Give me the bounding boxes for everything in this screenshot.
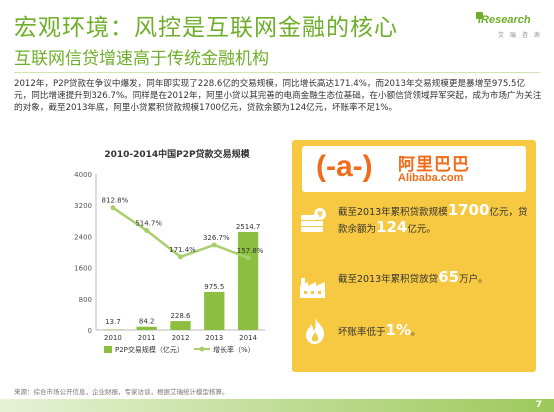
growth-rate-point (144, 228, 150, 234)
brand-name: iResearch (478, 14, 531, 26)
growth-rate-label: 514.7% (135, 220, 162, 228)
bar (170, 321, 191, 330)
chart-title: 2010-2014中国P2P贷款交易规模 (104, 150, 250, 160)
bar-value-label: 84.2 (139, 318, 155, 326)
y-tick-label: 4000 (74, 171, 92, 179)
legend-line-marker (199, 346, 205, 352)
y-tick-label: 3200 (74, 202, 92, 210)
x-tick-label: 2010 (104, 334, 122, 342)
stat-loan-volume: 截至2013年累积贷款规模1700亿元，贷款余额为124亿元。 (338, 201, 528, 236)
divider (14, 72, 540, 73)
page-title: 宏观环境：风控是互联网金融的核心 (14, 15, 398, 41)
bar-value-label: 13.7 (105, 318, 121, 326)
body-paragraph: 2012年，P2P贷款在争议中爆发，同年即实现了228.6亿的交易规模，同比增长… (14, 79, 542, 114)
x-tick-label: 2014 (239, 334, 257, 342)
legend-line-label: 增长率（%） (213, 345, 255, 354)
svg-text:¥: ¥ (317, 210, 323, 219)
growth-rate-label: 812.8% (102, 197, 129, 205)
growth-rate-label: 326.7% (203, 234, 230, 242)
x-tick-label: 2011 (138, 334, 156, 342)
page-number: 7 (535, 400, 542, 410)
bar-value-label: 228.6 (170, 312, 191, 320)
x-tick-label: 2013 (205, 334, 223, 342)
logo-dot-icon (476, 12, 483, 19)
brand-sub: 艾 瑞 咨 询 (498, 32, 542, 39)
y-tick-label: 2400 (74, 233, 92, 241)
alibaba-mark-logo: (-a-) (316, 150, 373, 183)
money-icon: ¥ (301, 208, 326, 232)
stat-borrowers: 截至2013年累积贷放贷65万户。 (338, 268, 488, 286)
alibaba-cn-name: 阿里巴巴 (398, 155, 470, 175)
growth-rate-point (245, 255, 251, 261)
footer-band (0, 399, 554, 412)
growth-rate-point (178, 254, 183, 260)
growth-rate-point (110, 205, 116, 211)
p2p-volume-chart: 0 800 1600 2400 3200 4000 13.7 2010 84.2 2011 228.… (74, 171, 265, 354)
growth-rate-label: 157.8% (237, 247, 264, 255)
bar-value-label: 975.5 (204, 283, 224, 291)
bar (102, 329, 124, 330)
bar (136, 326, 157, 330)
y-tick-label: 800 (79, 296, 92, 304)
bar (204, 291, 225, 330)
x-tick-label: 2012 (172, 334, 190, 342)
page-subtitle: 互联网信贷增速高于传统金融机构 (14, 49, 269, 69)
alibaba-en-name: Alibaba.com (398, 172, 464, 184)
stat-bad-debt: 坏账率低于1%。 (338, 321, 421, 339)
flame-icon (306, 318, 325, 344)
legend-bar-label: P2P交易规模（亿元） (115, 345, 184, 354)
legend-bar-swatch (104, 346, 112, 353)
source-note: 来源：综合市场公开信息，企业财报，专家访谈，根据艾瑞统计模型核算。 (14, 388, 229, 396)
y-tick-label: 0 (88, 327, 92, 335)
y-tick-label: 1600 (74, 265, 92, 273)
alibaba-logo-area (302, 146, 526, 192)
bar-value-label: 2514.7 (236, 223, 261, 231)
factory-icon (300, 278, 325, 298)
growth-rate-label: 171.4% (169, 246, 196, 254)
chart-area (72, 142, 268, 370)
growth-rate-point (211, 242, 217, 248)
